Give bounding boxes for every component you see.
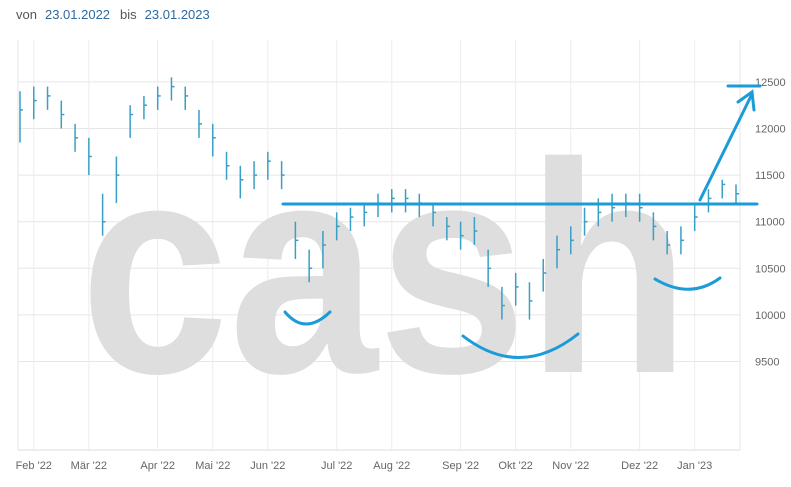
x-tick-label: Nov '22 [552, 460, 589, 472]
x-tick-label: Aug '22 [373, 460, 410, 472]
y-tick-label: 12500 [755, 77, 786, 89]
y-tick-label: 11500 [755, 170, 785, 182]
shoulder-right [653, 276, 722, 291]
watermark: cash [80, 100, 690, 436]
x-tick-label: Jan '23 [677, 460, 712, 472]
from-label: von [16, 7, 37, 22]
x-tick-label: Jun '22 [250, 460, 285, 472]
head [461, 332, 580, 359]
y-tick-label: 9500 [755, 356, 779, 368]
x-tick-label: Mär '22 [71, 460, 107, 472]
arrow [698, 92, 754, 202]
x-tick-label: Jul '22 [321, 460, 352, 472]
annotations [281, 84, 762, 359]
grid: 9500 10000 10500 11000 11500 12000 12500 Feb '2… [16, 40, 786, 472]
bars [19, 77, 739, 320]
to-date[interactable]: 23.01.2023 [144, 7, 210, 22]
to-label: bis [120, 7, 137, 22]
from-date[interactable]: 23.01.2022 [44, 7, 111, 22]
x-tick-label: Apr '22 [140, 460, 175, 472]
y-tick-label: 11000 [755, 217, 785, 229]
y-tick-label: 10500 [755, 263, 786, 275]
date-range: von 23.01.2022 bis 23.01.2023 [16, 7, 220, 22]
x-tick-label: Feb '22 [16, 460, 52, 472]
y-tick-label: 10000 [755, 310, 786, 322]
arrow-head [736, 89, 756, 112]
x-tick-label: Dez '22 [621, 460, 658, 472]
x-tick-label: Okt '22 [498, 460, 533, 472]
shoulder-left [283, 310, 332, 326]
x-tick-label: Sep '22 [442, 460, 479, 472]
x-tick-label: Mai '22 [195, 460, 230, 472]
y-tick-label: 12000 [755, 124, 786, 136]
